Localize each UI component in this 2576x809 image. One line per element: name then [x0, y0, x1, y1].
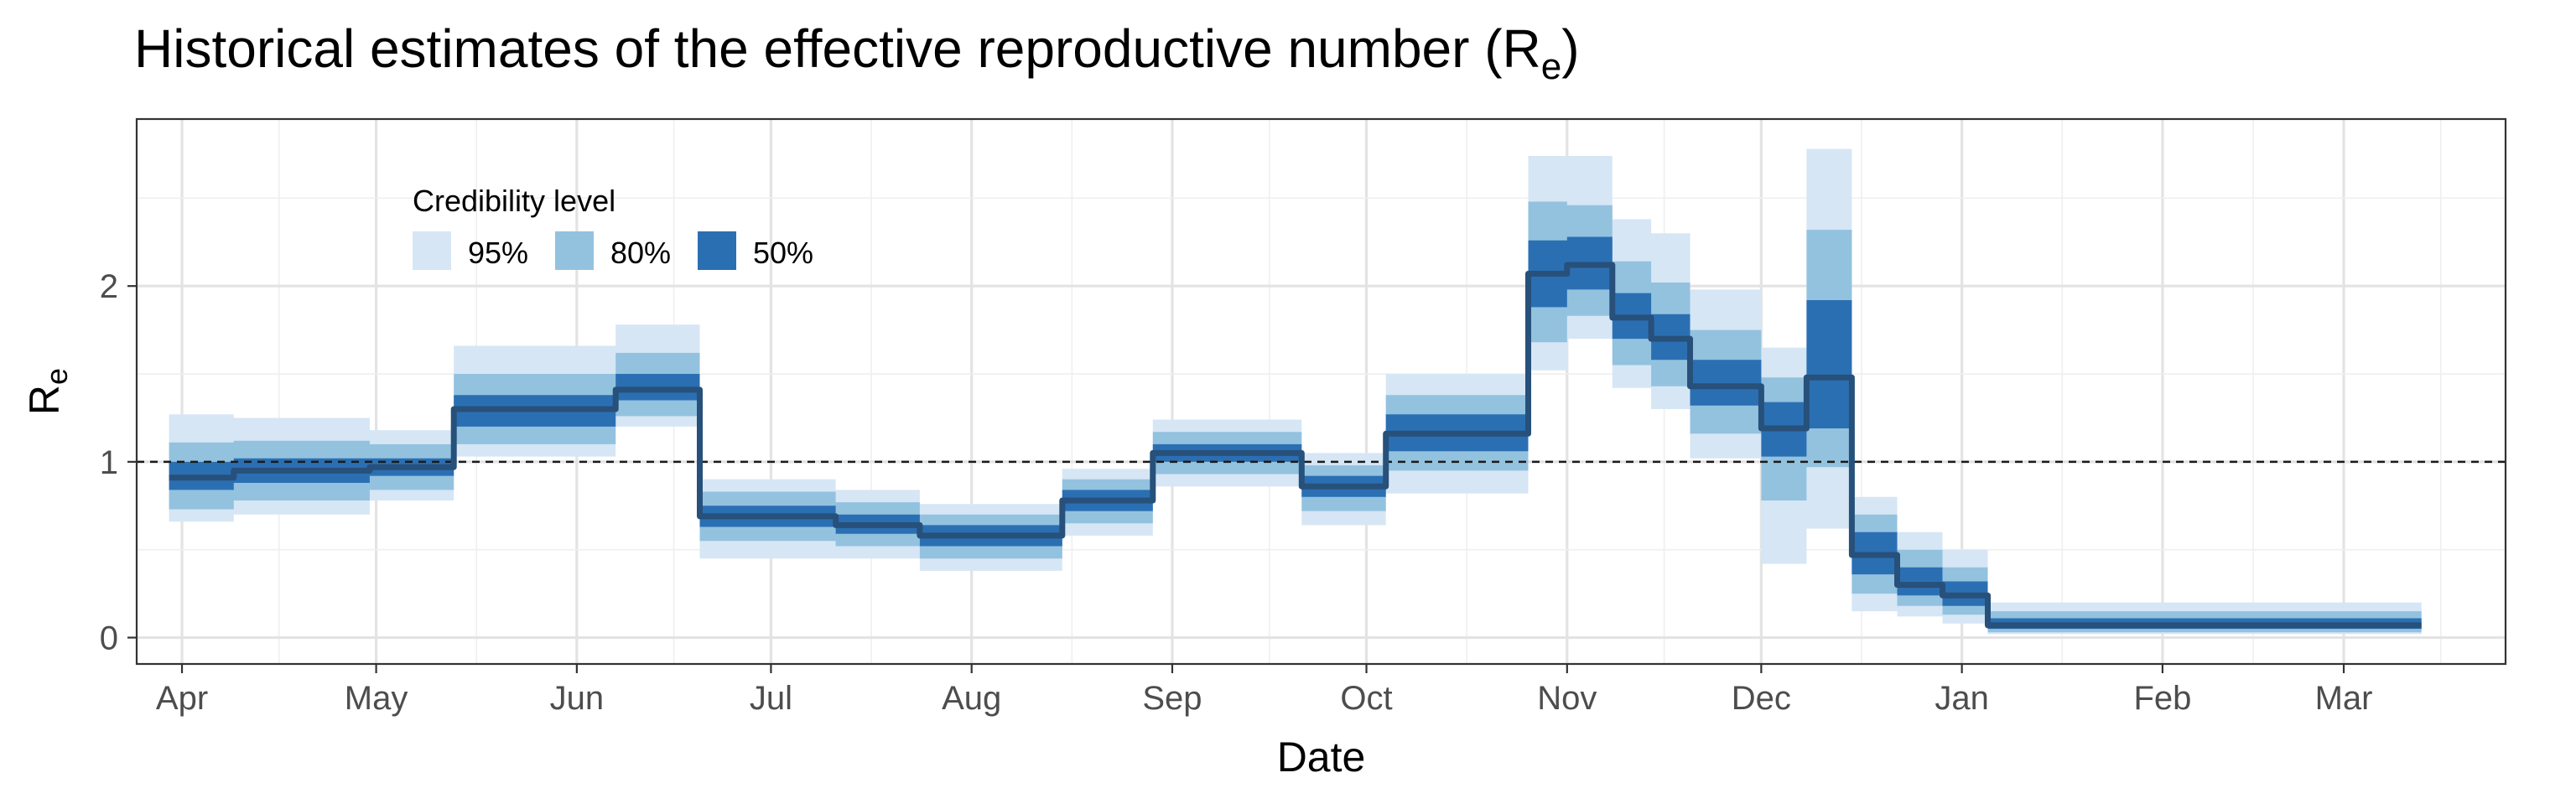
x-tick-label: May [345, 680, 408, 717]
x-tick-label: Sep [1142, 680, 1202, 717]
y-tick-label: 1 [100, 444, 118, 481]
legend: Credibility level 95% 80% 50% [413, 184, 813, 270]
legend-key-50 [698, 231, 736, 270]
x-tick-label: Feb [2133, 680, 2191, 717]
legend-title: Credibility level [413, 184, 615, 218]
x-axis: Apr May Jun Jul Aug Sep Oct Nov Dec Jan Feb Mar [156, 664, 2373, 717]
legend-key-80 [555, 231, 594, 270]
x-tick-label: Nov [1537, 680, 1597, 717]
legend-key-95 [413, 231, 451, 270]
y-tick-label: 2 [100, 268, 118, 305]
x-tick-label: Apr [156, 680, 208, 717]
x-tick-label: Dec [1732, 680, 1791, 717]
chart-title-subscript: e [1541, 46, 1561, 87]
legend-label: 50% [753, 236, 813, 270]
x-tick-label: Mar [2315, 680, 2373, 717]
x-tick-label: Jan [1935, 680, 1989, 717]
legend-label: 95% [468, 236, 528, 270]
median-line [169, 262, 2422, 629]
y-axis-title-subscript: e [39, 368, 74, 385]
y-axis-title-main: R [21, 385, 68, 415]
legend-items: 95% 80% 50% [413, 231, 813, 270]
legend-label: 80% [610, 236, 671, 270]
chart-title: Historical estimates of the effective re… [134, 18, 1580, 87]
panel-border [135, 117, 2507, 666]
chart-title-main: Historical estimates of the effective re… [134, 18, 1541, 79]
x-tick-label: Jun [550, 680, 605, 717]
y-axis: 0 1 2 [100, 268, 137, 657]
x-tick-label: Oct [1340, 680, 1392, 717]
chart-title-suffix: ) [1561, 18, 1579, 79]
y-axis-title: Re [21, 368, 74, 415]
y-tick-label: 0 [100, 620, 118, 657]
x-tick-label: Jul [750, 680, 792, 717]
x-axis-title: Date [1277, 734, 1366, 780]
x-tick-label: Aug [942, 680, 1001, 717]
